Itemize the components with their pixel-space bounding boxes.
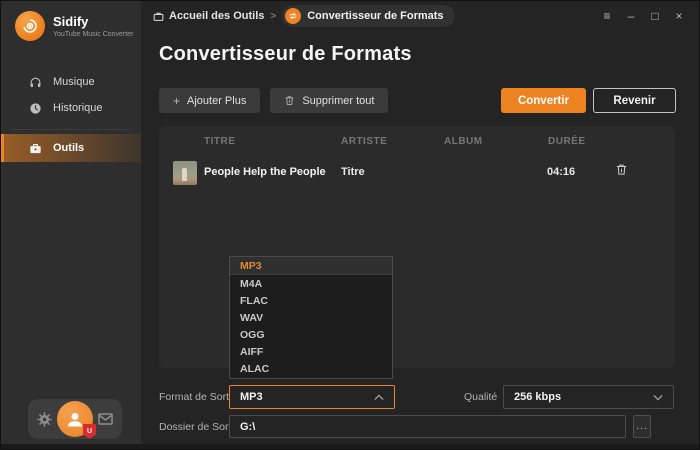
delete-all-button[interactable]: Supprimer tout xyxy=(270,88,389,113)
toolbar: + Ajouter Plus Supprimer tout xyxy=(159,88,389,113)
dropdown-option-ogg[interactable]: OGG xyxy=(240,329,265,342)
breadcrumb-separator: > xyxy=(270,10,277,22)
format-dropdown: MP3 M4A FLAC WAV OGG AIFF ALAC xyxy=(229,256,393,379)
column-header-duree: DURÉE xyxy=(548,136,586,147)
delete-track-icon[interactable] xyxy=(615,163,628,181)
dropdown-option-m4a[interactable]: M4A xyxy=(240,277,263,290)
back-button[interactable]: Revenir xyxy=(593,88,676,113)
breadcrumb-home-label: Accueil des Outils xyxy=(169,10,265,22)
converter-icon xyxy=(285,8,302,24)
add-more-button[interactable]: + Ajouter Plus xyxy=(159,88,261,113)
track-duration: 04:16 xyxy=(547,166,576,178)
sidebar-nav: Musique Historique xyxy=(1,69,141,121)
window-bottom-edge xyxy=(1,444,699,449)
output-folder-label: Dossier de Sortie xyxy=(159,421,240,433)
quality-label: Qualité xyxy=(464,391,498,403)
gear-icon[interactable] xyxy=(37,411,52,427)
maximize-button[interactable]: □ xyxy=(651,9,659,23)
sidebar-item-outils[interactable]: Outils xyxy=(1,134,141,162)
sidebar-item-label: Musique xyxy=(53,76,95,88)
track-artist: Titre xyxy=(341,166,365,178)
column-header-album: ALBUM xyxy=(444,136,483,147)
convert-button[interactable]: Convertir xyxy=(501,88,586,113)
sidebar-item-label: Historique xyxy=(53,102,103,114)
user-panel: U xyxy=(28,399,122,439)
table-row[interactable]: People Help the People Titre 04:16 xyxy=(159,157,675,189)
app-name: Sidify xyxy=(53,13,89,29)
format-label: Format de Sortie xyxy=(159,391,238,403)
title-bar: Accueil des Outils > Convertisseur de Fo… xyxy=(141,1,699,31)
app-subtitle: YouTube Music Converter xyxy=(53,30,134,38)
chevron-down-icon xyxy=(653,394,663,401)
dropdown-option-wav[interactable]: WAV xyxy=(240,311,264,324)
sidebar-item-label: Outils xyxy=(53,142,85,154)
headphones-icon xyxy=(29,76,42,89)
browse-button[interactable]: ... xyxy=(633,415,651,438)
column-header-titre: TITRE xyxy=(204,136,236,147)
breadcrumb-home[interactable]: Accueil des Outils xyxy=(153,10,264,22)
breadcrumb: Accueil des Outils > Convertisseur de Fo… xyxy=(153,5,455,27)
column-header-artiste: ARTISTE xyxy=(341,136,388,147)
plus-icon: + xyxy=(173,93,181,108)
album-art-figure xyxy=(182,168,187,181)
briefcase-icon xyxy=(153,12,164,21)
minimize-button[interactable]: – xyxy=(627,9,635,23)
user-icon xyxy=(67,413,83,427)
output-folder-input[interactable] xyxy=(229,415,626,438)
quality-value: 256 kbps xyxy=(514,391,562,403)
chevron-up-icon xyxy=(374,393,384,401)
mail-icon[interactable] xyxy=(98,413,113,425)
album-art xyxy=(173,161,197,185)
window-controls: ≡ – □ × xyxy=(595,1,691,31)
app-logo: Sidify YouTube Music Converter xyxy=(15,11,133,41)
avatar[interactable]: U xyxy=(57,401,96,439)
dropdown-option-alac[interactable]: ALAC xyxy=(240,363,270,376)
sidebar: Sidify YouTube Music Converter Musique H… xyxy=(1,1,141,449)
breadcrumb-current[interactable]: Convertisseur de Formats xyxy=(282,5,455,27)
add-more-label: Ajouter Plus xyxy=(187,94,247,107)
quality-select[interactable]: 256 kbps xyxy=(503,385,674,409)
sidebar-divider xyxy=(11,129,131,130)
sidebar-item-historique[interactable]: Historique xyxy=(1,95,141,121)
dropdown-option-aiff[interactable]: AIFF xyxy=(240,346,264,359)
clock-icon xyxy=(29,102,42,115)
breadcrumb-current-label: Convertisseur de Formats xyxy=(307,10,444,22)
delete-all-label: Supprimer tout xyxy=(302,94,375,107)
format-select[interactable]: MP3 xyxy=(229,385,395,409)
badge-text: U xyxy=(86,428,93,435)
unregistered-badge: U xyxy=(83,424,96,439)
trash-icon xyxy=(284,95,295,106)
page-title: Convertisseur de Formats xyxy=(159,43,412,65)
sidify-logo-icon xyxy=(15,11,45,41)
format-value: MP3 xyxy=(240,391,263,403)
menu-button[interactable]: ≡ xyxy=(603,9,611,23)
close-button[interactable]: × xyxy=(675,9,683,23)
dropdown-option-mp3[interactable]: MP3 xyxy=(230,257,392,276)
toolbox-icon xyxy=(29,142,42,155)
dropdown-option-flac[interactable]: FLAC xyxy=(240,294,268,307)
sidebar-item-musique[interactable]: Musique xyxy=(1,69,141,95)
track-title: People Help the People xyxy=(204,166,326,178)
